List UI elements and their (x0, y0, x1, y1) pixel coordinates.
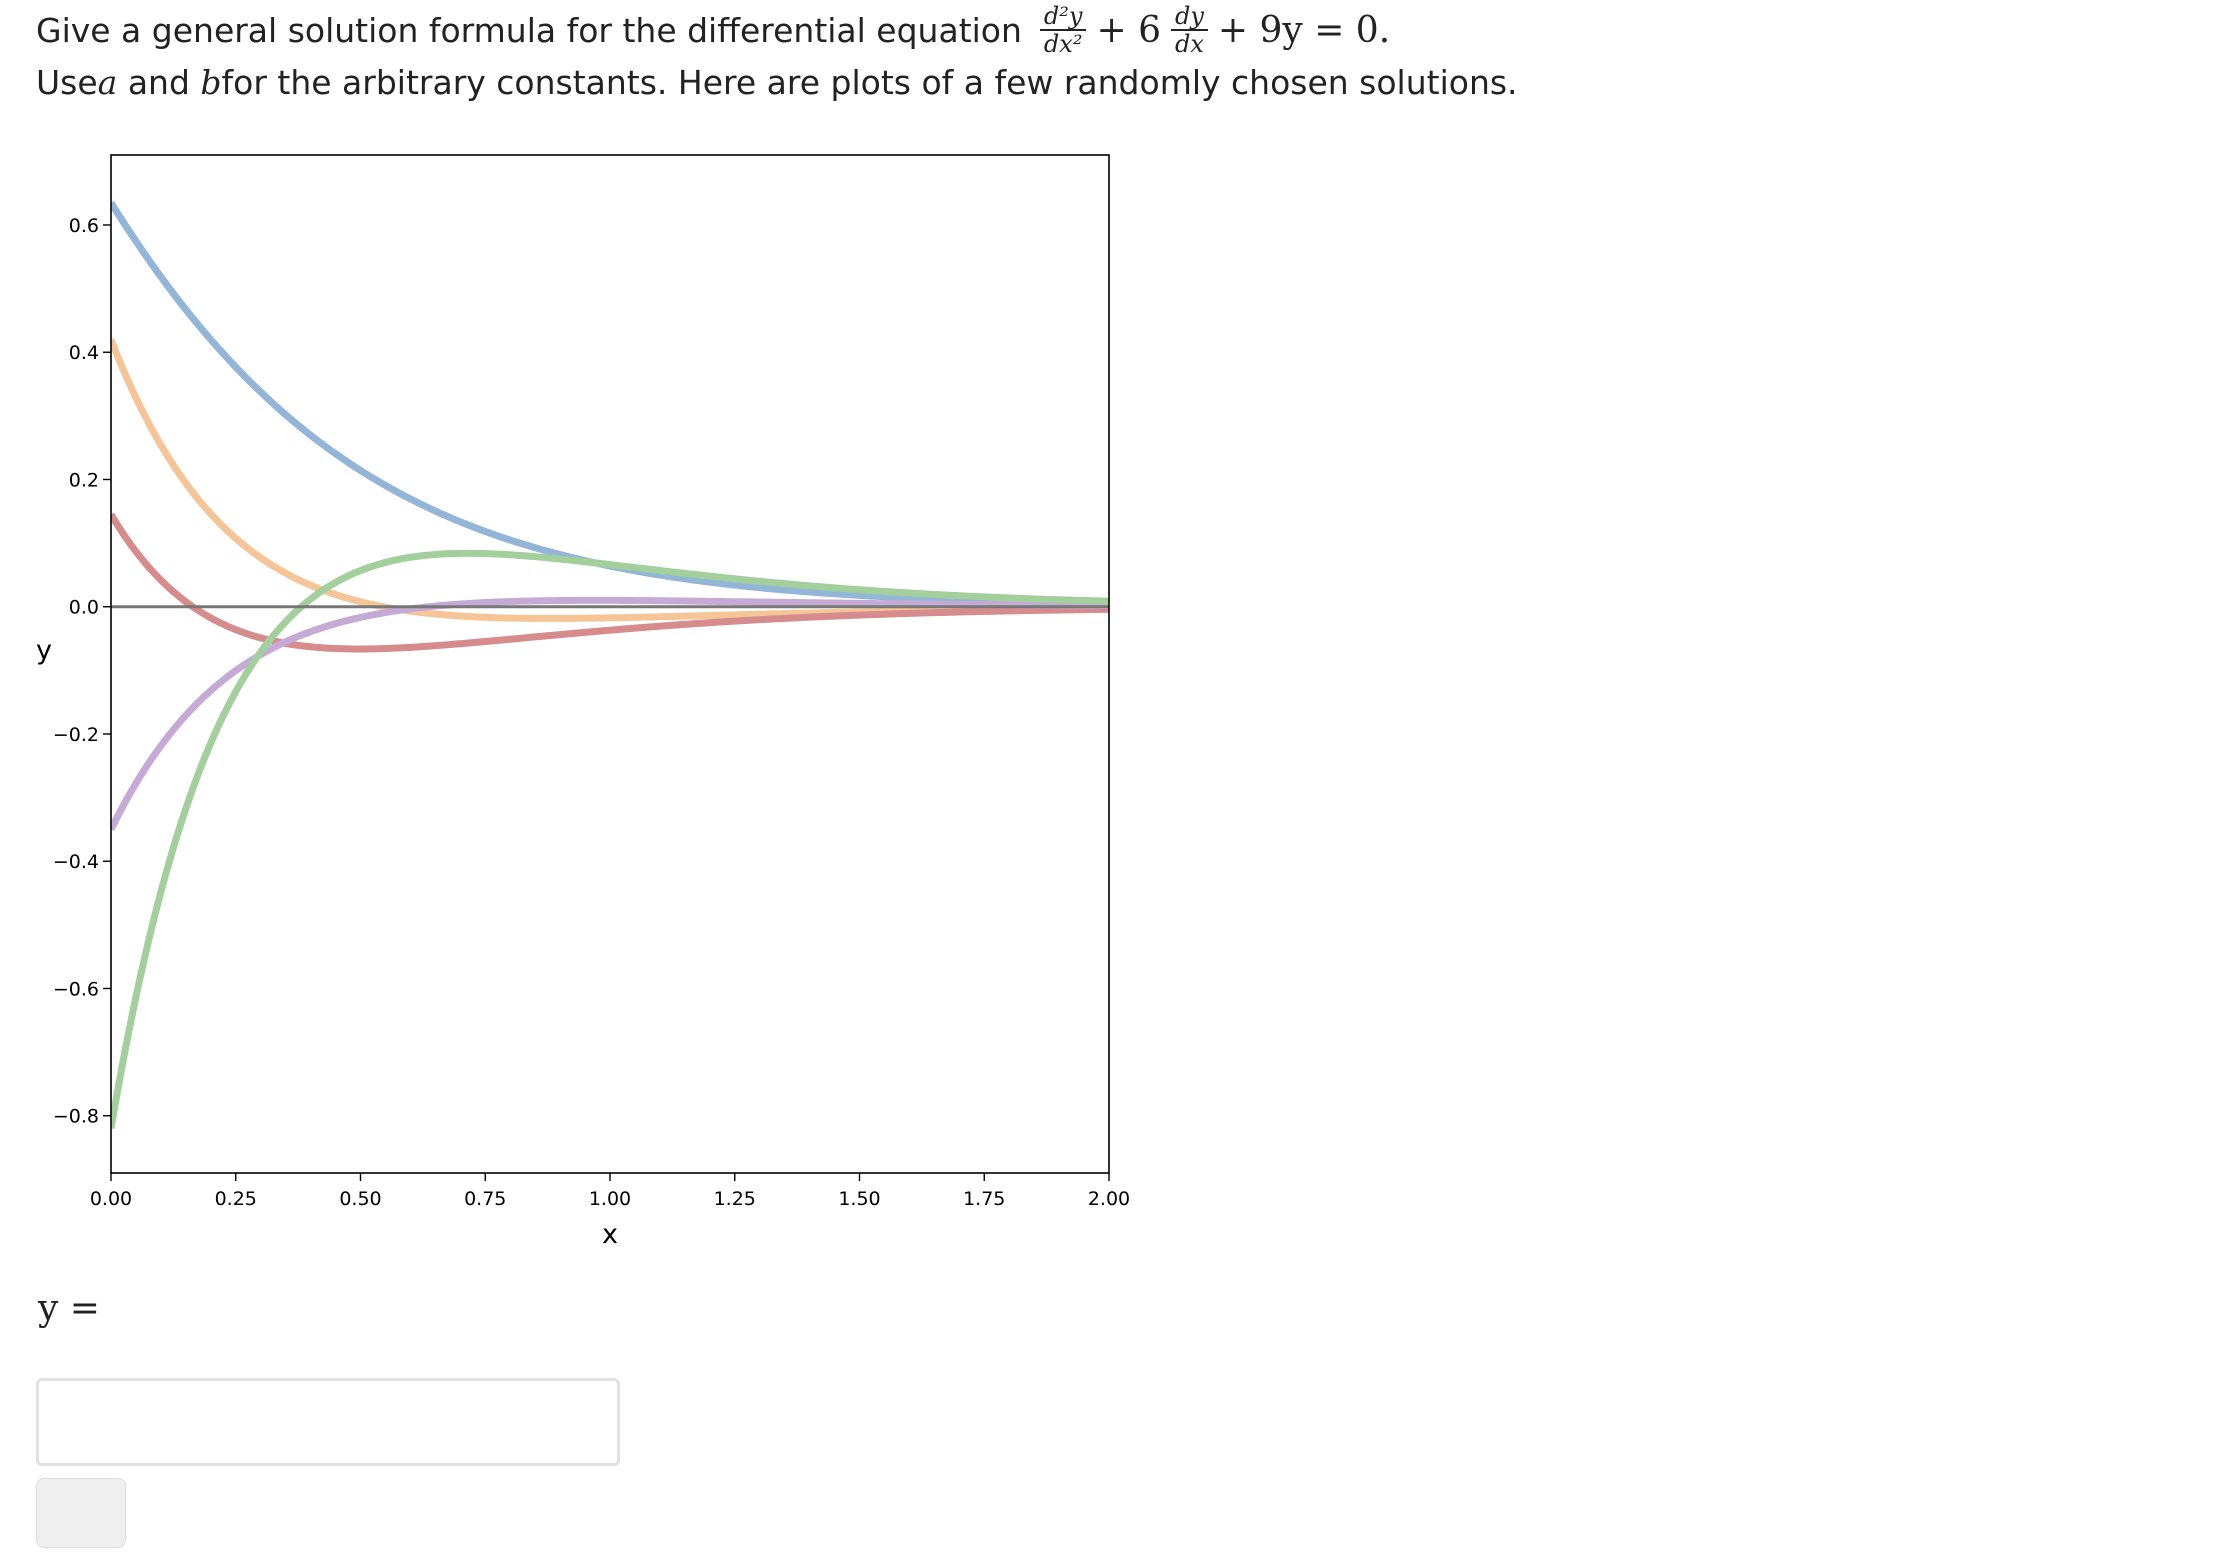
fraction-denominator: dx² (1043, 30, 1083, 58)
y-tick-label: 0.6 (69, 215, 99, 237)
x-tick-label: 0.25 (215, 1188, 257, 1210)
y-tick-label: 0.2 (69, 469, 99, 491)
fraction-denominator: dx (1174, 30, 1204, 58)
equation-coefficient: + 6 (1096, 9, 1161, 51)
equation-tail: + 9y = 0. (1217, 9, 1391, 51)
submit-button[interactable] (36, 1478, 126, 1548)
solution-plot: 0.00 0.25 0.50 0.75 1.00 1.25 1.50 1.75 2.00 0.6 0… (36, 154, 1130, 1250)
question-text-and: and (117, 62, 201, 102)
question-text-pre: Use (36, 62, 98, 102)
y-tick-label: −0.6 (53, 978, 99, 1000)
second-derivative-fraction: d²y dx² (1039, 3, 1087, 58)
x-tick-label: 2.00 (1088, 1188, 1130, 1210)
x-tick-label: 1.75 (963, 1188, 1005, 1210)
first-derivative-fraction: dy dx (1170, 3, 1208, 58)
series-line-4 (111, 596, 1109, 831)
constant-b: b (200, 62, 222, 102)
x-axis-label: x (602, 1219, 618, 1250)
plot-frame (110, 154, 1110, 1174)
answer-label: y = (38, 1288, 100, 1329)
series-line-3 (111, 512, 1109, 653)
y-tick-label: −0.4 (53, 851, 99, 873)
x-tick-label: 1.50 (838, 1188, 880, 1210)
question-text-post: for the arbitrary constants. Here are pl… (221, 62, 1518, 102)
question-line-2: Use a and b for the arbitrary constants.… (36, 56, 1518, 108)
x-tick-label: 0.50 (339, 1188, 381, 1210)
series-line-2 (111, 338, 1109, 622)
fraction-numerator: dy (1170, 3, 1208, 31)
fraction-numerator: d²y (1039, 3, 1087, 31)
y-tick-label: 0.0 (69, 597, 99, 619)
x-tick-label: 0.00 (90, 1188, 132, 1210)
question-text: Give a general solution formula for the … (36, 10, 1022, 50)
constant-a: a (97, 62, 118, 102)
y-axis-label: y (36, 635, 52, 666)
x-tick-label: 1.25 (714, 1188, 756, 1210)
y-tick-label: −0.8 (53, 1106, 99, 1128)
y-tick-label: 0.4 (69, 342, 99, 364)
series-line-5 (111, 549, 1109, 1130)
series-line-1 (111, 200, 1109, 608)
answer-input[interactable] (36, 1378, 620, 1466)
x-tick-label: 1.00 (589, 1188, 631, 1210)
question-line-1: Give a general solution formula for the … (36, 3, 1394, 58)
x-tick-label: 0.75 (464, 1188, 506, 1210)
y-tick-label: −0.2 (53, 724, 99, 746)
